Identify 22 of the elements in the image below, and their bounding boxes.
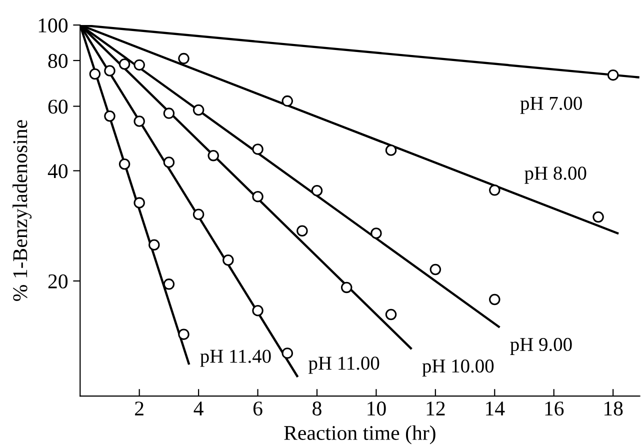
series-label: pH 7.00 — [520, 96, 582, 114]
series-label: pH 8.00 — [524, 166, 586, 184]
x-tick-label: 2 — [135, 402, 144, 416]
series-label: pH 11.40 — [200, 350, 271, 367]
y-axis-title: % 1-Benzyladenosine — [12, 120, 32, 301]
x-tick-label: 18 — [604, 402, 623, 416]
series-label: pH 11.00 — [308, 356, 380, 374]
x-tick-label: 16 — [545, 402, 564, 416]
series-label: pH 10.00 — [422, 359, 494, 377]
x-tick-label: 6 — [253, 402, 262, 416]
y-tick-label: 80 — [48, 54, 68, 68]
x-tick-label: 8 — [312, 402, 322, 416]
y-tick-label: 40 — [48, 164, 68, 178]
y-tick-label: 100 — [38, 18, 68, 32]
y-tick-label: 60 — [48, 100, 68, 114]
x-tick-label: 10 — [368, 402, 386, 416]
y-tick-label: 20 — [48, 274, 68, 288]
series-label: pH 9.00 — [510, 338, 572, 355]
x-tick-label: 12 — [426, 402, 445, 416]
x-tick-label: 14 — [486, 402, 505, 416]
x-tick-label: 4 — [194, 402, 204, 416]
x-axis-title: Reaction time (hr) — [284, 425, 436, 444]
